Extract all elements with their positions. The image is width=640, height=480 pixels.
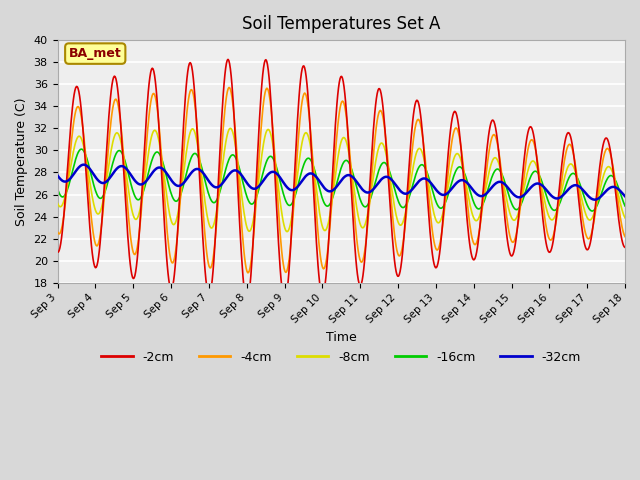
Legend: -2cm, -4cm, -8cm, -16cm, -32cm: -2cm, -4cm, -8cm, -16cm, -32cm <box>97 346 586 369</box>
Text: BA_met: BA_met <box>69 47 122 60</box>
Title: Soil Temperatures Set A: Soil Temperatures Set A <box>242 15 440 33</box>
X-axis label: Time: Time <box>326 331 356 344</box>
Y-axis label: Soil Temperature (C): Soil Temperature (C) <box>15 97 28 226</box>
